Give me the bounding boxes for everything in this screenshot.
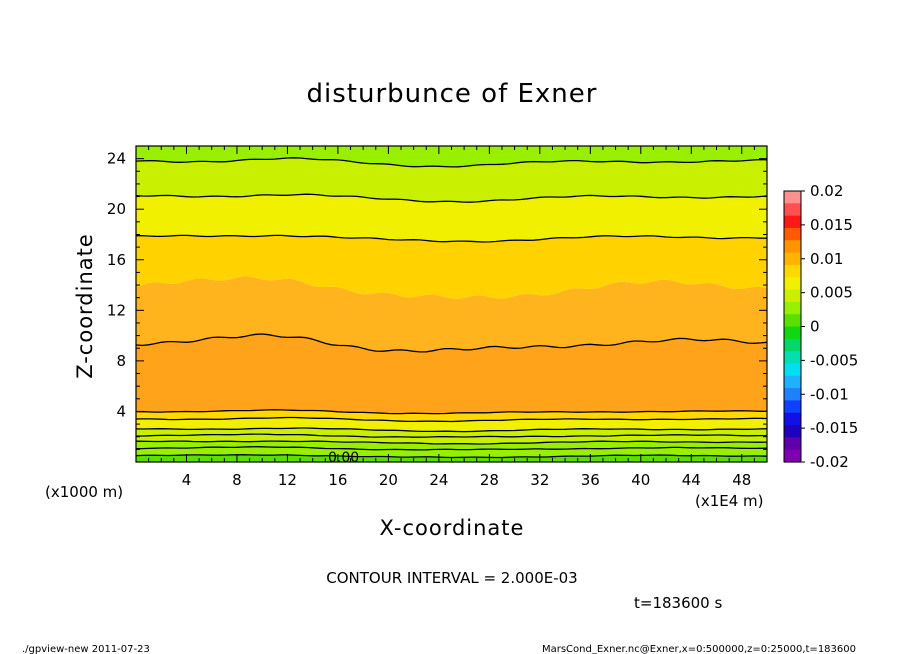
colorbar-tick-label: 0 [810, 318, 820, 336]
contour-band [136, 157, 767, 203]
y-tick-label: 8 [116, 352, 126, 370]
colorbar-tick-label: -0.01 [810, 385, 849, 403]
colorbar-swatch [784, 425, 801, 438]
x-tick-label: 8 [232, 471, 242, 489]
x-tick-label: 12 [278, 471, 297, 489]
contour-line [135, 157, 768, 168]
colorbar-swatch [784, 252, 801, 266]
contour-band [136, 428, 767, 444]
colorbar-tick-label: 0.01 [810, 250, 843, 268]
contour-value-label: 0.00 [328, 450, 359, 466]
plot-area [136, 146, 767, 462]
colorbar-tick-label: -0.005 [810, 351, 858, 369]
colorbar-swatch [784, 277, 801, 291]
colorbar-swatch [784, 191, 801, 204]
x-tick-label: 36 [581, 471, 600, 489]
contour-line [136, 234, 767, 243]
x-tick-label: 20 [379, 471, 398, 489]
contour-band [136, 276, 767, 352]
x-tick-label: 4 [182, 471, 192, 489]
x-tick-label: 44 [682, 471, 701, 489]
y-tick-label: 12 [107, 301, 126, 319]
colorbar-swatch [784, 264, 801, 278]
y-axis: 4 8 12 16 20 24 [107, 145, 767, 463]
contour-line [135, 416, 768, 423]
x-unit-label: (x1000 m) [45, 483, 123, 501]
colorbar-swatch [784, 326, 801, 340]
y-tick-label: 4 [116, 402, 126, 420]
colorbar-swatch [784, 351, 801, 365]
colorbar-swatch [784, 412, 801, 426]
colorbar-swatch [784, 289, 801, 303]
colorbar-swatch [784, 400, 801, 414]
contour-band [136, 235, 767, 299]
colorbar-swatch [784, 375, 801, 389]
colorbar-tick-label: 0.005 [810, 284, 853, 302]
contour-band [136, 194, 767, 242]
contour-line [135, 333, 768, 353]
colorbar-swatch [784, 227, 801, 241]
contour-line [135, 433, 767, 438]
colorbar-swatch [784, 314, 801, 328]
footer-right: MarsCond_Exner.nc@Exner,x=0:500000,z=0:2… [542, 644, 856, 654]
x-tick-label: 28 [480, 471, 499, 489]
colorbar: 0.02 0.015 0.01 0.005 0 -0.005 -0.01 -0.015 -0.0… [783, 182, 858, 471]
x-tick-label: 40 [631, 471, 650, 489]
colorbar-tick-label: 0.02 [810, 182, 843, 200]
colorbar-swatch [784, 363, 801, 377]
footer-left: ./gpview-new 2011-07-23 [22, 644, 150, 654]
y-tick-label: 20 [107, 200, 126, 218]
x-tick-label: 24 [429, 471, 448, 489]
colorbar-swatch [784, 388, 801, 402]
time-text: t=183600 s [634, 594, 722, 612]
colorbar-swatch [784, 338, 801, 352]
contour-line [135, 446, 768, 451]
contour-band [136, 334, 767, 414]
x-tick-label: 32 [530, 471, 549, 489]
contour-line [135, 440, 768, 445]
chart-title: disturbunce of Exner [307, 79, 598, 109]
contour-line [135, 427, 768, 433]
colorbar-swatch [784, 301, 801, 315]
y-tick-label: 16 [107, 251, 126, 269]
colorbar-swatch [784, 203, 801, 217]
colorbar-tick-label: -0.02 [810, 453, 849, 471]
contour-lines [135, 157, 768, 459]
colorbar-swatch [784, 437, 801, 451]
y-axis-label: Z-coordinate [73, 233, 97, 379]
colorbar-swatch [784, 449, 801, 463]
contour-line [135, 193, 768, 203]
contour-band [136, 146, 767, 167]
colorbar-swatch [784, 215, 801, 229]
colorbar-tick-label: 0.015 [810, 216, 853, 234]
contour-line [135, 409, 768, 415]
x-tick-label: 16 [328, 471, 347, 489]
y-tick-label: 24 [107, 150, 126, 168]
x-scale-note: (x1E4 m) [695, 492, 764, 510]
colorbar-swatch [784, 240, 801, 254]
x-axis-label: X-coordinate [380, 516, 525, 540]
x-axis: 4 8 12 16 20 24 28 32 36 40 44 48 [135, 146, 768, 489]
x-tick-label: 48 [732, 471, 751, 489]
contour-line [135, 454, 768, 459]
contour-interval-text: CONTOUR INTERVAL = 2.000E-03 [326, 569, 577, 587]
colorbar-tick-label: -0.015 [810, 419, 858, 437]
